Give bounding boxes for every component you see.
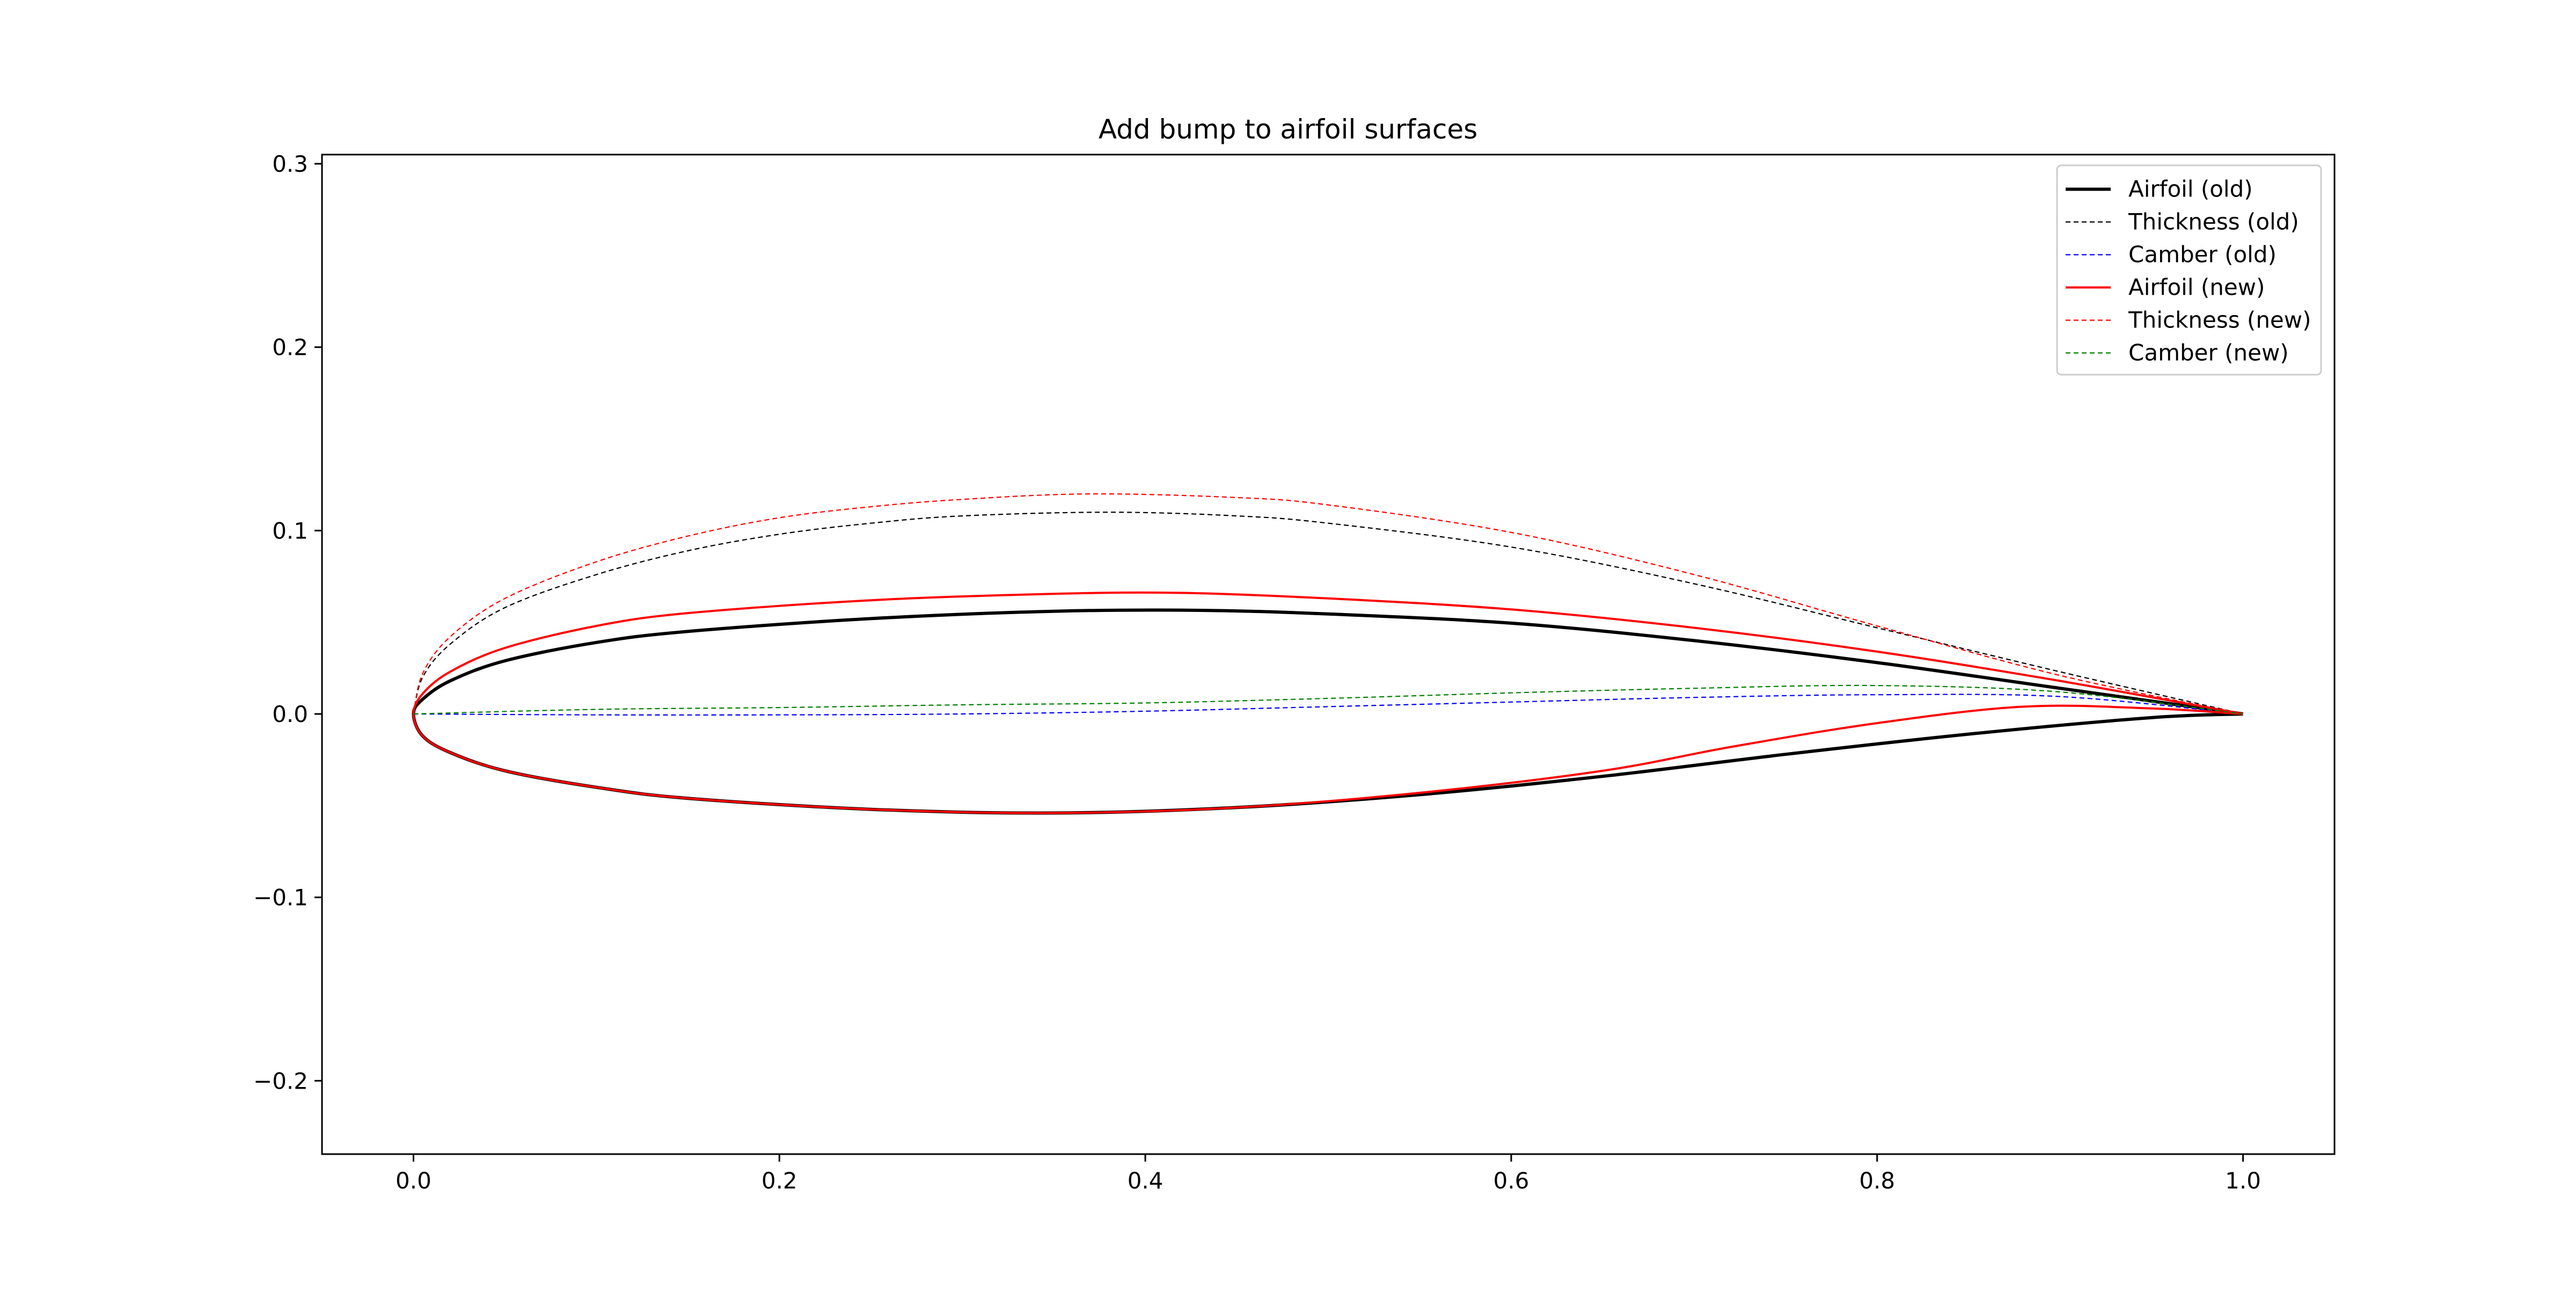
x-tick-label: 0.4 [1128,1168,1163,1194]
legend-label: Camber (old) [2128,242,2277,268]
legend-label: Airfoil (new) [2128,274,2265,301]
y-tick-label: 0.1 [272,517,308,544]
series-line-3 [412,591,2243,814]
series-line-2 [413,694,2243,716]
chart-title: Add bump to airfoil surfaces [1099,114,1477,145]
x-tick-label: 0.0 [396,1168,431,1194]
series-layer [412,493,2243,815]
legend-label: Airfoil (old) [2128,176,2253,202]
y-tick-label: 0.3 [272,151,308,177]
series-line-4 [413,493,2243,715]
legend-label: Camber (new) [2128,340,2289,366]
legend-label: Thickness (old) [2128,209,2299,235]
x-tick-label: 0.2 [762,1168,797,1194]
axes-layer: 0.0 0.2 0.4 0.6 0.8 1.0 −0.2 −0.1 0.0 0.1 0.2 0.3 [253,151,2261,1194]
legend-box [2056,164,2322,376]
series-line-1 [413,512,2243,715]
legend: Airfoil (old) Thickness (old) Camber (old)… [2056,164,2322,376]
x-tick-label: 0.6 [1494,1168,1529,1194]
y-tick-label: −0.1 [253,885,308,911]
x-tick-label: 0.8 [1859,1168,1895,1194]
series-line-5 [413,684,2243,715]
y-tick-label: 0.0 [272,701,308,727]
y-tick-label: 0.2 [272,334,308,361]
y-tick-label: −0.2 [253,1068,308,1094]
plot-frame [321,154,2336,1155]
x-tick-label: 1.0 [2225,1168,2261,1194]
legend-label: Thickness (new) [2128,307,2311,333]
